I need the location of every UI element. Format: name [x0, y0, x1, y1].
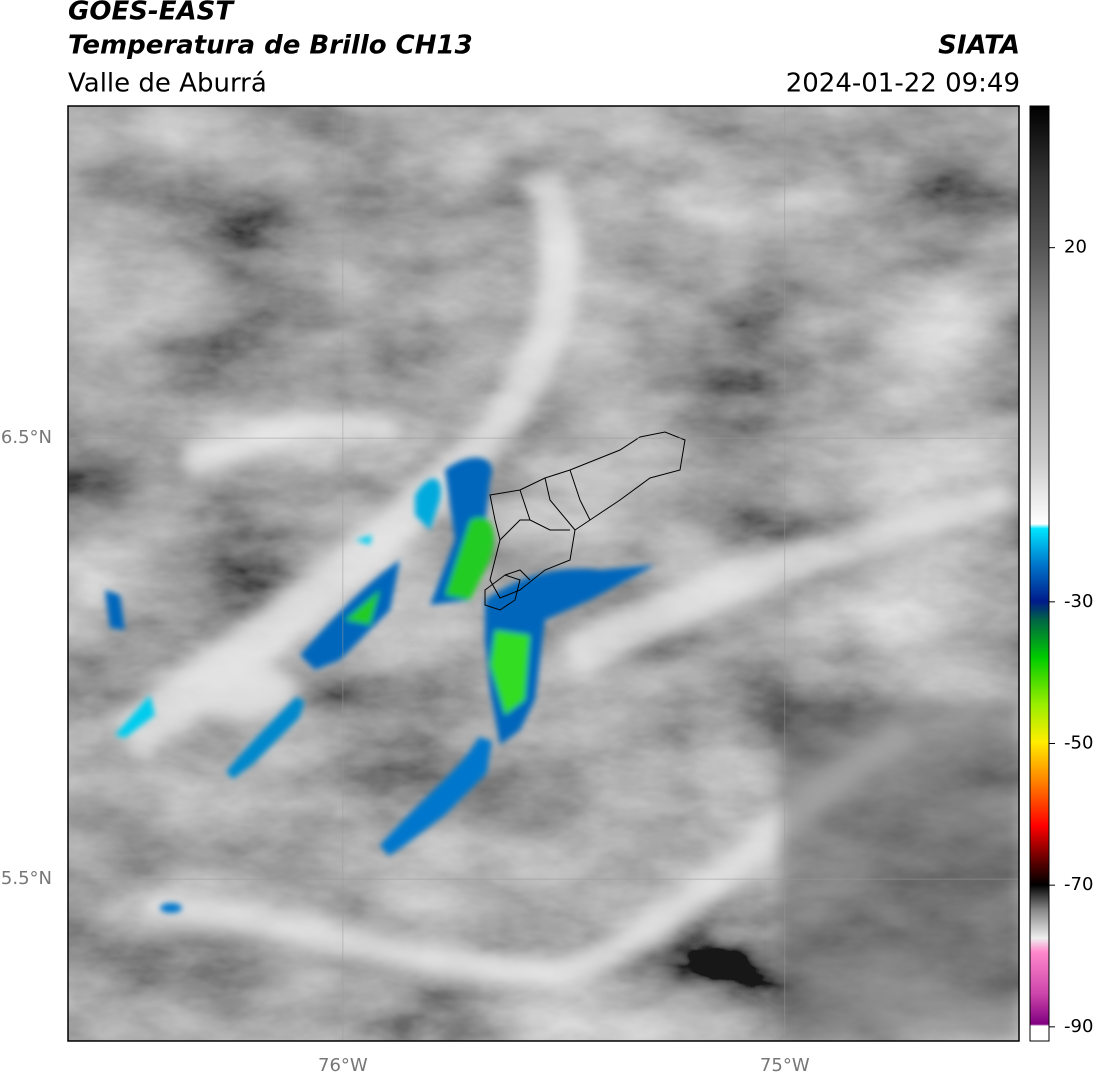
lon-tick-label: 76°W: [318, 1055, 368, 1076]
region: Valle de Aburrá: [68, 69, 267, 99]
datetime: 2024-01-22 09:49: [786, 69, 1020, 99]
satellite-image: [68, 106, 1019, 1041]
colorbar-tick-label: 20: [1064, 237, 1087, 258]
colorbar-tick-label: -30: [1064, 591, 1093, 612]
lon-tick-label: 75°W: [760, 1055, 810, 1076]
lat-tick-label: 5.5°N: [1, 868, 52, 889]
product: Temperatura de Brillo CH13: [68, 31, 473, 61]
colorbar-tick-label: -50: [1064, 733, 1093, 754]
map-frame: [67, 105, 1020, 1042]
colorbar-tick-label: -90: [1064, 1016, 1093, 1037]
lat-tick-label: 6.5°N: [1, 427, 52, 448]
colorbar: [1029, 105, 1050, 1042]
municipality-borders: [484, 431, 686, 611]
satellite: GOES-EAST: [68, 0, 235, 27]
institution: SIATA: [938, 31, 1020, 61]
colorbar-tick-label: -70: [1064, 874, 1093, 895]
